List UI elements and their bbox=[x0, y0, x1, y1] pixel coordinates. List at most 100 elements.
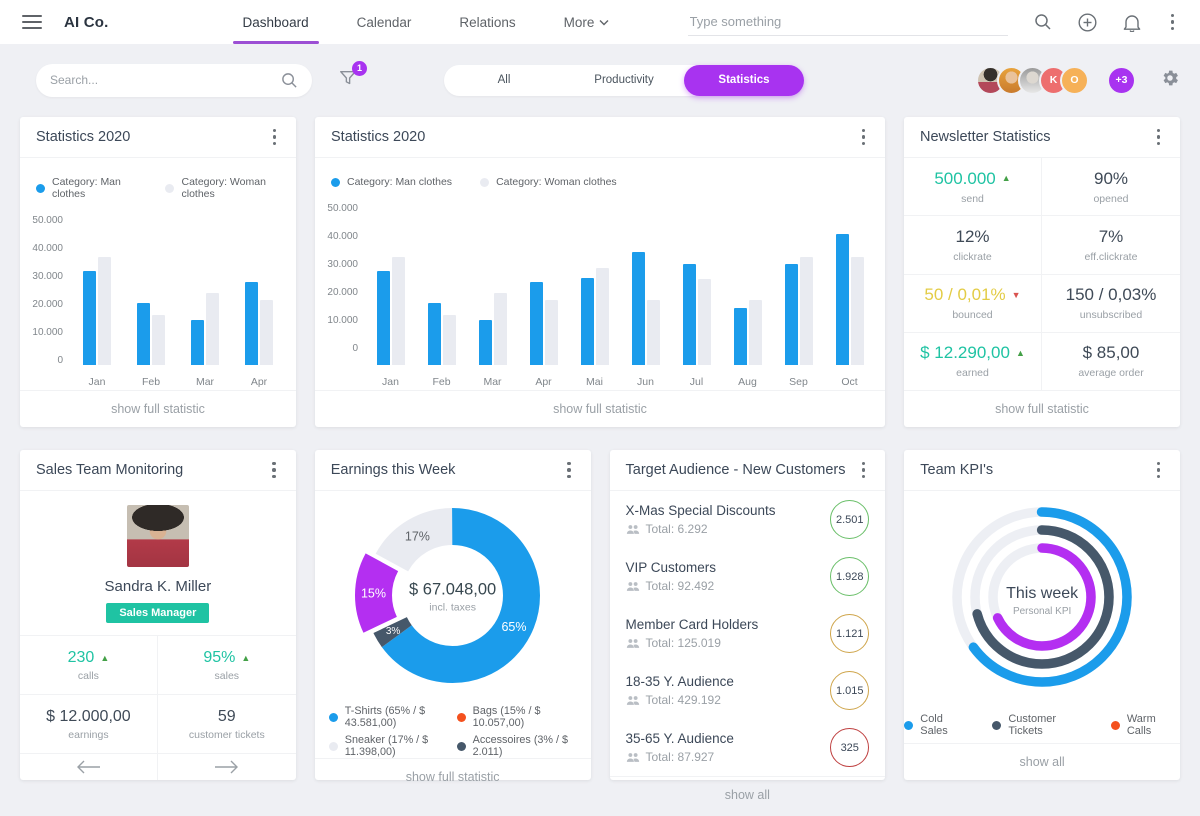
legend-dot bbox=[456, 712, 466, 722]
bar-group: Apr bbox=[529, 227, 558, 390]
card-title: Statistics 2020 bbox=[331, 129, 426, 145]
bar-chart: 50.000 40.000 30.000 20.000 10.000 0 Jan Feb Mar… bbox=[315, 192, 885, 390]
stat-cell: $ 12.000,00 earnings bbox=[20, 695, 158, 754]
search-icon[interactable] bbox=[281, 72, 298, 89]
sales-stats-grid: 230 ▲ calls 95% ▲ sales $ 12.000,00 earnings … bbox=[20, 635, 296, 754]
tab-more[interactable]: More bbox=[540, 0, 634, 44]
x-axis-label: Mar bbox=[483, 376, 502, 388]
filter-funnel-button[interactable]: 1 bbox=[338, 60, 367, 93]
bar-group: Apr bbox=[245, 227, 273, 390]
trend-up-icon: ▲ bbox=[1001, 173, 1011, 184]
statistics-small-card: Statistics 2020 Category: Man clothes Ca… bbox=[20, 117, 296, 427]
card-kebab-menu-icon[interactable] bbox=[858, 127, 870, 148]
bar-group: Aug bbox=[733, 227, 762, 390]
bar bbox=[784, 264, 798, 365]
audience-total: Total: 92.492 bbox=[626, 579, 717, 593]
segment-all[interactable]: All bbox=[497, 73, 511, 86]
bar bbox=[850, 257, 864, 365]
legend-item: T-Shirts (65% / $ 43.581,00) bbox=[328, 705, 449, 729]
global-search-input[interactable] bbox=[687, 8, 1008, 36]
trend-up-icon: ▲ bbox=[1015, 347, 1025, 358]
bar-group: Jan bbox=[83, 227, 111, 390]
stat-cell: 230 ▲ calls bbox=[20, 636, 158, 695]
donut-legend: T-Shirts (65% / $ 43.581,00) Bags (15% /… bbox=[315, 701, 591, 758]
employee-name: Sandra K. Miller bbox=[104, 578, 212, 595]
legend-dot bbox=[1110, 720, 1120, 730]
widget-search-input[interactable] bbox=[50, 73, 281, 87]
legend-dot bbox=[331, 177, 340, 187]
segment-productivity[interactable]: Productivity bbox=[594, 73, 654, 86]
employee-profile: Sandra K. Miller Sales Manager bbox=[20, 491, 296, 635]
bar bbox=[493, 293, 507, 365]
audience-row[interactable]: X-Mas Special Discounts Total: 6.292 2.5… bbox=[610, 491, 886, 548]
legend-dot bbox=[904, 720, 914, 730]
bar bbox=[191, 319, 204, 365]
show-all-link[interactable]: show all bbox=[1019, 755, 1065, 769]
card-kebab-menu-icon[interactable] bbox=[563, 460, 575, 481]
avatar[interactable]: O bbox=[1060, 65, 1089, 95]
x-axis-label: Sep bbox=[789, 376, 808, 388]
x-axis-label: Apr bbox=[250, 376, 268, 388]
avatar-more-button[interactable]: +3 bbox=[1107, 65, 1136, 95]
bar bbox=[799, 257, 813, 365]
segment-statistics[interactable]: Statistics bbox=[684, 64, 804, 96]
card-title: Statistics 2020 bbox=[36, 129, 131, 145]
audience-row[interactable]: Member Card Holders Total: 125.019 1.121 bbox=[610, 605, 886, 662]
plot-area: Jan Feb Mar Apr Mai Jun Jul Aug Sep Oct bbox=[365, 202, 875, 390]
audience-row[interactable]: 18-35 Y. Audience Total: 429.192 1.015 bbox=[610, 662, 886, 719]
audience-count-badge: 1.928 bbox=[830, 557, 870, 596]
audience-count-badge: 1.121 bbox=[830, 614, 870, 653]
stat-cell: $ 12.290,00 ▲ earned bbox=[904, 332, 1042, 390]
show-full-statistic-link[interactable]: show full statistic bbox=[995, 402, 1089, 416]
card-kebab-menu-icon[interactable] bbox=[1153, 127, 1165, 148]
hamburger-menu-icon[interactable] bbox=[22, 15, 42, 29]
show-full-statistic-link[interactable]: show full statistic bbox=[553, 402, 647, 416]
card-title: Earnings this Week bbox=[330, 462, 456, 478]
audience-row[interactable]: 35-65 Y. Audience Total: 87.927 325 bbox=[610, 719, 886, 776]
search-icon[interactable] bbox=[1034, 13, 1052, 31]
card-kebab-menu-icon[interactable] bbox=[269, 127, 281, 148]
card-kebab-menu-icon[interactable] bbox=[1153, 460, 1165, 481]
audience-title: 35-65 Y. Audience bbox=[625, 731, 734, 746]
bar bbox=[682, 264, 696, 365]
settings-gear-icon[interactable] bbox=[1160, 68, 1180, 93]
card-kebab-menu-icon[interactable] bbox=[268, 460, 280, 481]
notifications-bell-icon[interactable] bbox=[1123, 13, 1141, 32]
legend-dot bbox=[456, 741, 466, 751]
add-icon[interactable] bbox=[1077, 12, 1097, 32]
bar bbox=[206, 293, 219, 365]
people-icon bbox=[626, 581, 639, 591]
show-full-statistic-link[interactable]: show full statistic bbox=[111, 402, 205, 416]
next-employee-button[interactable] bbox=[158, 754, 296, 780]
x-axis-label: Jan bbox=[382, 376, 399, 388]
bar bbox=[478, 319, 492, 365]
stat-cell: 500.000 ▲ send bbox=[904, 158, 1042, 217]
show-all-link[interactable]: show all bbox=[724, 788, 770, 802]
top-navbar: AI Co. Dashboard Calendar Relations More bbox=[0, 0, 1200, 44]
statistics-large-card: Statistics 2020 Category: Man clothes Ca… bbox=[315, 117, 885, 427]
legend-dot bbox=[328, 741, 338, 751]
audience-title: X-Mas Special Discounts bbox=[625, 503, 776, 518]
ring-arc bbox=[952, 507, 1132, 687]
legend-item: Sneaker (17% / $ 11.398,00) bbox=[328, 734, 449, 758]
people-icon bbox=[626, 638, 639, 648]
legend-item: Cold Sales bbox=[904, 713, 970, 737]
trend-up-icon: ▲ bbox=[241, 652, 251, 663]
audience-count-badge: 2.501 bbox=[830, 500, 870, 539]
people-icon bbox=[626, 524, 639, 534]
navbar-kebab-menu-icon[interactable] bbox=[1167, 12, 1179, 33]
bar-group: Jan bbox=[376, 227, 405, 390]
legend-dot bbox=[165, 183, 175, 193]
filter-bar: 1 All Productivity Statistics K O +3 bbox=[0, 44, 1200, 97]
tab-calendar[interactable]: Calendar bbox=[356, 14, 412, 30]
rings-center-label: This week Personal KPI bbox=[1006, 585, 1079, 617]
tab-dashboard[interactable]: Dashboard bbox=[219, 0, 333, 44]
show-full-statistic-link[interactable]: show full statistic bbox=[405, 770, 500, 784]
stat-cell: 59 customer tickets bbox=[157, 695, 296, 754]
previous-employee-button[interactable] bbox=[20, 754, 158, 780]
card-kebab-menu-icon[interactable] bbox=[858, 460, 870, 481]
tab-relations[interactable]: Relations bbox=[459, 14, 516, 30]
audience-row[interactable]: VIP Customers Total: 92.492 1.928 bbox=[610, 548, 886, 605]
x-axis-label: Jul bbox=[689, 376, 704, 388]
donut-chart: 65% 3% 15% 17% $ 67.048,00 incl. taxes bbox=[350, 493, 555, 701]
